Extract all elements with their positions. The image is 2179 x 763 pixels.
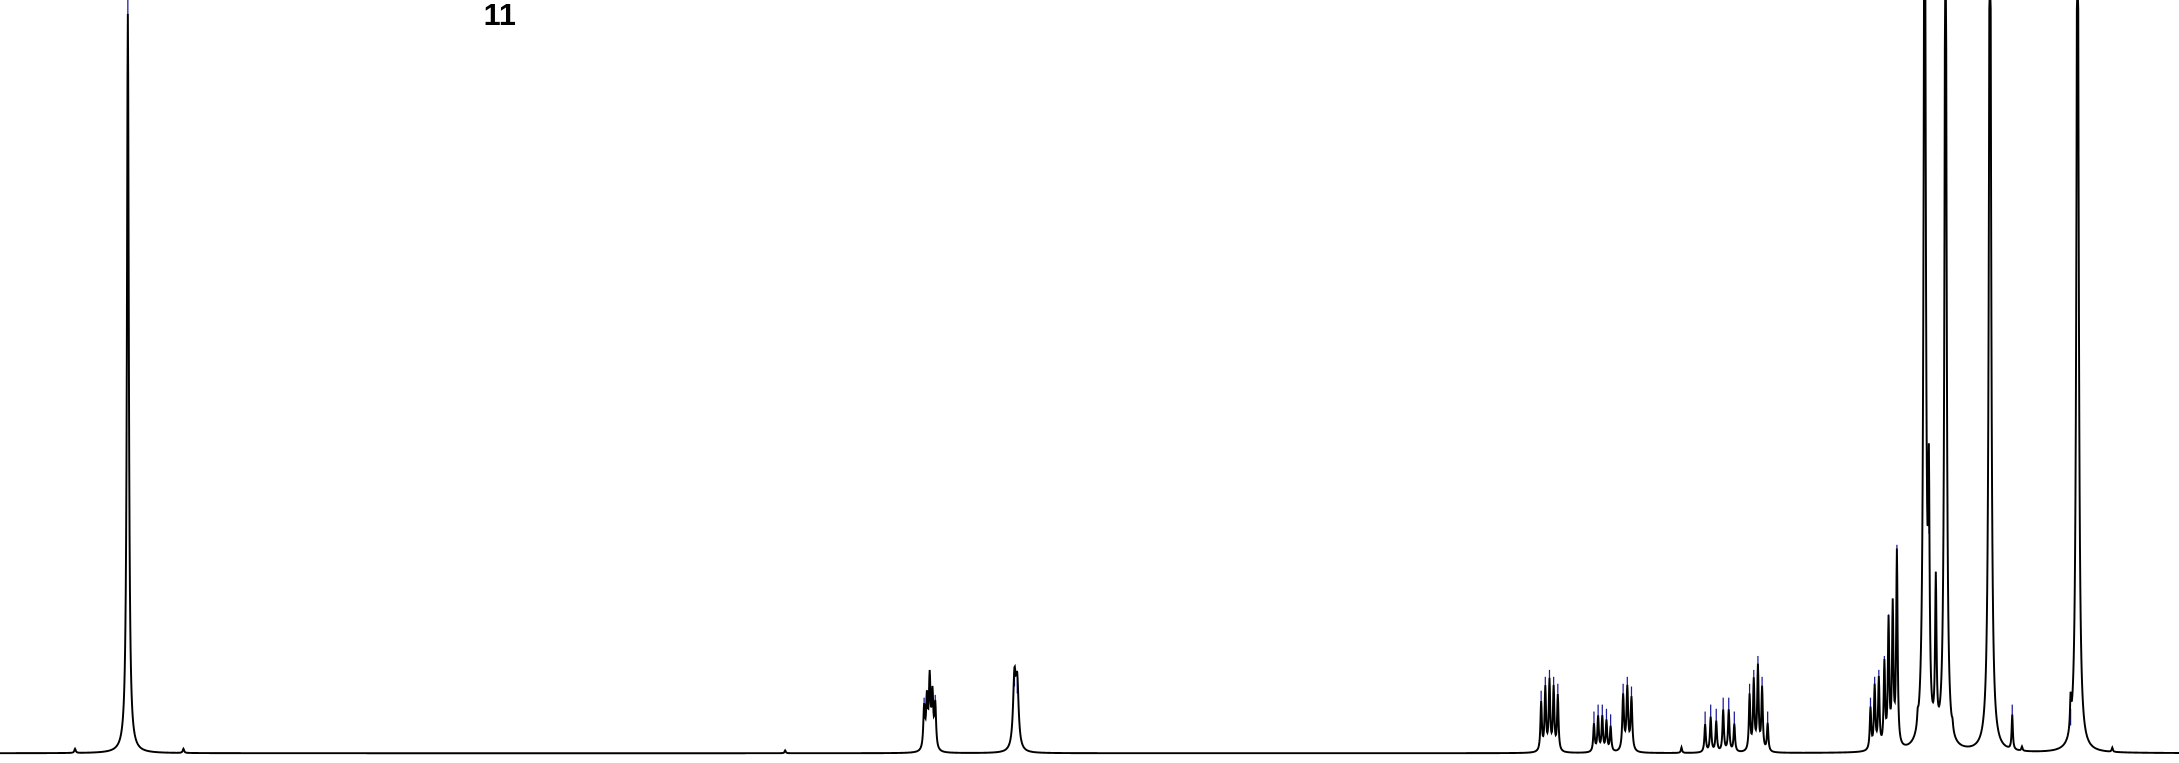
compound-label: 11 xyxy=(484,0,516,32)
peak-markers xyxy=(127,0,2072,732)
